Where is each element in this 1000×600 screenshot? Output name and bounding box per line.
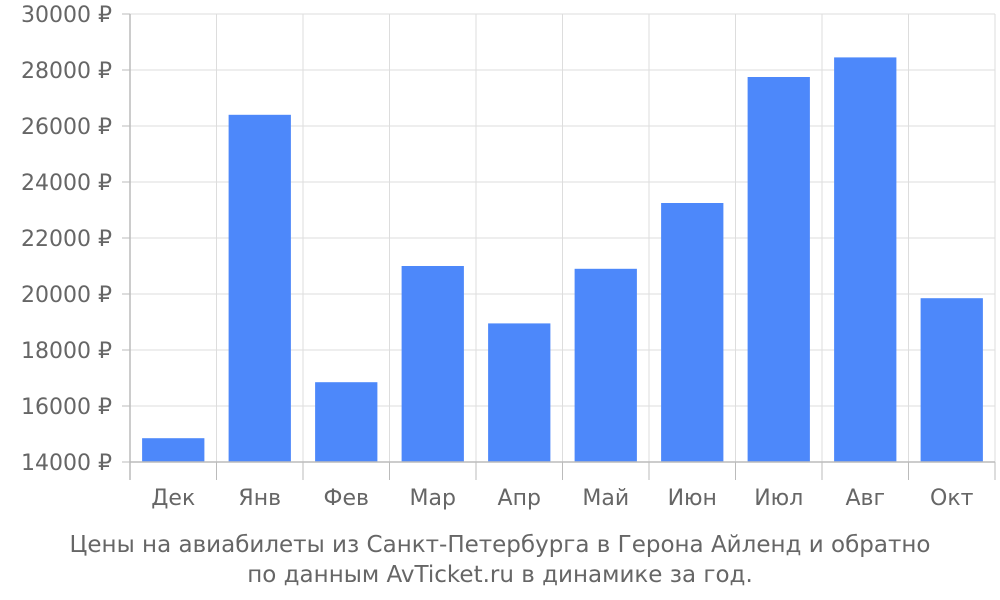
x-tick-label: Дек: [151, 486, 195, 511]
axes: [122, 13, 996, 480]
x-tick-label: Авг: [845, 486, 885, 511]
x-tick-label: Июн: [668, 486, 717, 511]
y-tick-label: 28000 ₽: [21, 59, 112, 84]
caption-line-2: по данным AvTicket.ru в динамике за год.: [247, 562, 753, 588]
y-tick-label: 18000 ₽: [21, 339, 112, 364]
bar-chart: 14000 ₽ 16000 ₽ 18000 ₽ 20000 ₽ 22000 ₽ 24000…: [21, 3, 996, 511]
bar-6: [574, 268, 637, 462]
x-tick-label: Апр: [498, 486, 541, 511]
y-tick-label: 30000 ₽: [21, 3, 112, 28]
bar-2: [228, 114, 291, 463]
bar-9: [834, 57, 897, 463]
y-tick-label: 14000 ₽: [21, 451, 112, 476]
x-tick-label: Май: [582, 486, 629, 511]
x-tick-label: Янв: [238, 486, 281, 511]
x-tick-label: Июл: [754, 486, 803, 511]
chart-caption: Цены на авиабилеты из Санкт-Петербурга в…: [0, 530, 1000, 590]
y-tick-label: 16000 ₽: [21, 395, 112, 420]
y-tick-label: 20000 ₽: [21, 283, 112, 308]
y-tick-label: 26000 ₽: [21, 115, 112, 140]
y-axis-tick-labels: 14000 ₽ 16000 ₽ 18000 ₽ 20000 ₽ 22000 ₽ 24000…: [21, 3, 112, 476]
x-tick-label: Окт: [930, 486, 974, 511]
bars: [142, 57, 983, 463]
x-tick-label: Мар: [410, 486, 456, 511]
bar-10: [920, 298, 983, 462]
bar-3: [315, 382, 378, 462]
y-tick-label: 22000 ₽: [21, 227, 112, 252]
caption-line-1: Цены на авиабилеты из Санкт-Петербурга в…: [69, 532, 931, 558]
bar-4: [401, 266, 464, 462]
bar-7: [661, 203, 724, 462]
x-tick-label: Фев: [324, 486, 369, 511]
bar-8: [747, 77, 810, 462]
bar-1: [142, 438, 205, 462]
bar-5: [488, 323, 551, 462]
y-tick-label: 24000 ₽: [21, 171, 112, 196]
x-axis-tick-labels: Дек Янв Фев Мар Апр Май Июн Июл Авг Окт: [151, 486, 973, 511]
